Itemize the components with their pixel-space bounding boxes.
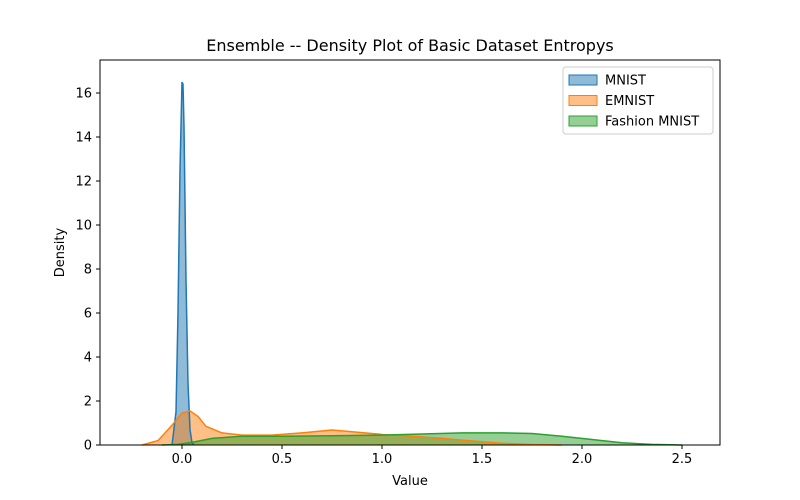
y-tick-label: 14 xyxy=(75,131,92,146)
series-area-mnist xyxy=(172,82,194,445)
legend-entry: Fashion MNIST xyxy=(605,115,699,130)
plot-frame xyxy=(99,59,721,446)
y-tick-label: 10 xyxy=(75,219,92,234)
series-line-mnist xyxy=(171,81,195,446)
legend-entry: MNIST xyxy=(605,74,646,89)
chart-title: Ensemble -- Density Plot of Basic Datase… xyxy=(206,36,614,55)
x-axis-label: Value xyxy=(392,474,428,489)
series-line-fashion-mnist xyxy=(161,432,683,446)
legend-swatch xyxy=(568,74,598,86)
y-tick-label: 2 xyxy=(84,395,92,410)
series-line-emnist xyxy=(141,410,563,446)
y-axis-ticks: 0 2 4 6 8 10 12 14 16 xyxy=(75,87,100,454)
series-lines xyxy=(141,81,683,446)
y-tick-label: 4 xyxy=(84,351,92,366)
series-fills xyxy=(142,82,682,445)
y-axis-label: Density xyxy=(53,227,68,277)
x-axis-ticks: 0.0 0.5 1.0 1.5 2.0 2.5 xyxy=(172,445,693,467)
x-tick-label: 0.5 xyxy=(272,452,293,467)
y-tick-label: 0 xyxy=(84,439,92,454)
legend-swatch xyxy=(568,95,598,106)
y-tick-label: 12 xyxy=(75,175,92,190)
x-tick-label: 1.0 xyxy=(372,452,393,467)
x-tick-label: 0.0 xyxy=(172,452,193,467)
y-tick-label: 8 xyxy=(84,263,92,278)
x-tick-label: 2.0 xyxy=(572,452,593,467)
legend-swatch xyxy=(568,115,598,127)
x-tick-label: 2.5 xyxy=(672,452,693,467)
legend: MNIST EMNIST Fashion MNIST xyxy=(562,66,714,135)
y-tick-label: 16 xyxy=(75,87,92,102)
legend-entry: EMNIST xyxy=(605,94,654,109)
legend-box xyxy=(562,66,714,135)
x-tick-label: 1.5 xyxy=(472,452,493,467)
y-tick-label: 6 xyxy=(84,307,92,322)
